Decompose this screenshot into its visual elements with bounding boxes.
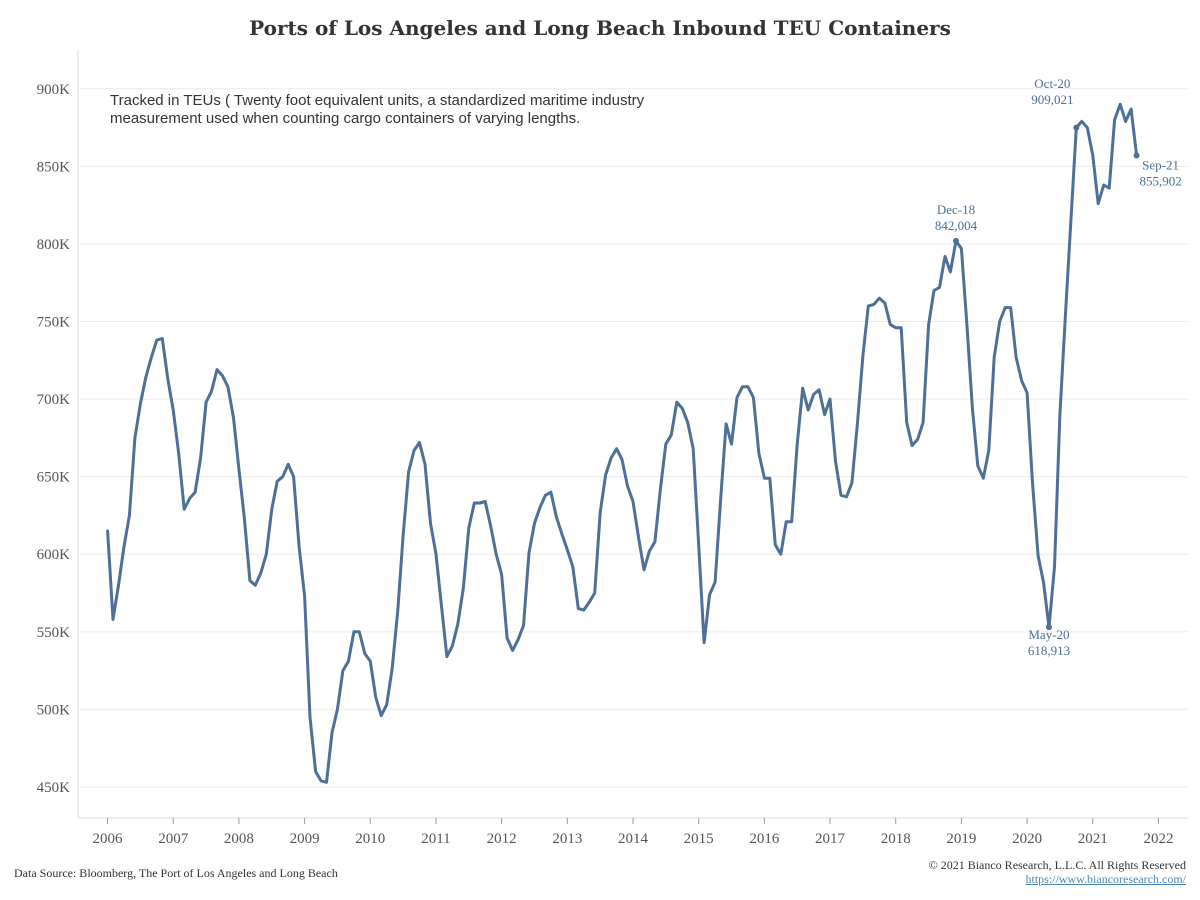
y-tick-label: 700K [37,392,71,408]
annotation-date: Sep-21 [1142,158,1179,173]
y-tick-label: 450K [37,780,71,796]
x-tick-label: 2018 [881,831,911,847]
copyright-block: © 2021 Bianco Research, L.L.C. All Right… [929,858,1186,886]
annotation-point [1133,152,1140,159]
y-tick-label: 550K [37,625,71,641]
chart-note: Tracked in TEUs ( Twenty foot equivalent… [110,92,645,127]
annotation-value: 618,913 [1028,643,1070,658]
x-tick-label: 2007 [158,831,189,847]
series-line [106,102,1139,784]
y-tick-label: 650K [37,470,71,486]
annotation-date: Oct-20 [1034,76,1070,91]
x-tick-label: 2009 [290,831,320,847]
y-tick-label: 800K [37,237,71,253]
x-tick-label: 2008 [224,831,254,847]
annotation-value: 842,004 [935,218,978,233]
annotation-date: Dec-18 [937,202,975,217]
x-tick-label: 2010 [355,831,385,847]
x-tick-label: 2011 [421,831,450,847]
x-tick-label: 2016 [749,831,780,847]
x-axis-ticks: 2006 2007 2008 2009 2010 2011 2012 2013 2014 2015… [93,818,1173,847]
x-tick-label: 2014 [618,831,649,847]
annotation-value: 909,021 [1031,92,1073,107]
annotation-date: May-20 [1028,627,1069,642]
data-source: Data Source: Bloomberg, The Port of Los … [14,866,338,880]
chart-title: Ports of Los Angeles and Long Beach Inbo… [249,16,951,40]
x-tick-label: 2021 [1078,831,1108,847]
y-tick-label: 750K [37,315,71,331]
x-tick-label: 2006 [93,831,124,847]
y-axis-ticks: 450K 500K 550K 600K 650K 700K 750K 800K 850K 900K [37,82,71,796]
annotation-point [952,237,959,244]
y-tick-label: 600K [37,547,71,563]
x-tick-label: 2012 [487,831,517,847]
y-tick-label: 850K [37,159,71,175]
x-tick-label: 2020 [1012,831,1042,847]
annotation-value: 855,902 [1139,174,1181,189]
x-tick-label: 2022 [1143,831,1173,847]
x-tick-label: 2019 [946,831,976,847]
x-tick-label: 2015 [684,831,714,847]
annotation-point [1045,624,1052,631]
y-tick-label: 500K [37,702,71,718]
website-link[interactable]: https://www.biancoresearch.com/ [1025,872,1186,886]
gridlines [77,50,1188,819]
annotation-point [1073,124,1080,131]
x-tick-label: 2017 [815,831,846,847]
x-tick-label: 2013 [552,831,582,847]
y-tick-label: 900K [37,82,71,98]
copyright-text: © 2021 Bianco Research, L.L.C. All Right… [928,858,1186,872]
